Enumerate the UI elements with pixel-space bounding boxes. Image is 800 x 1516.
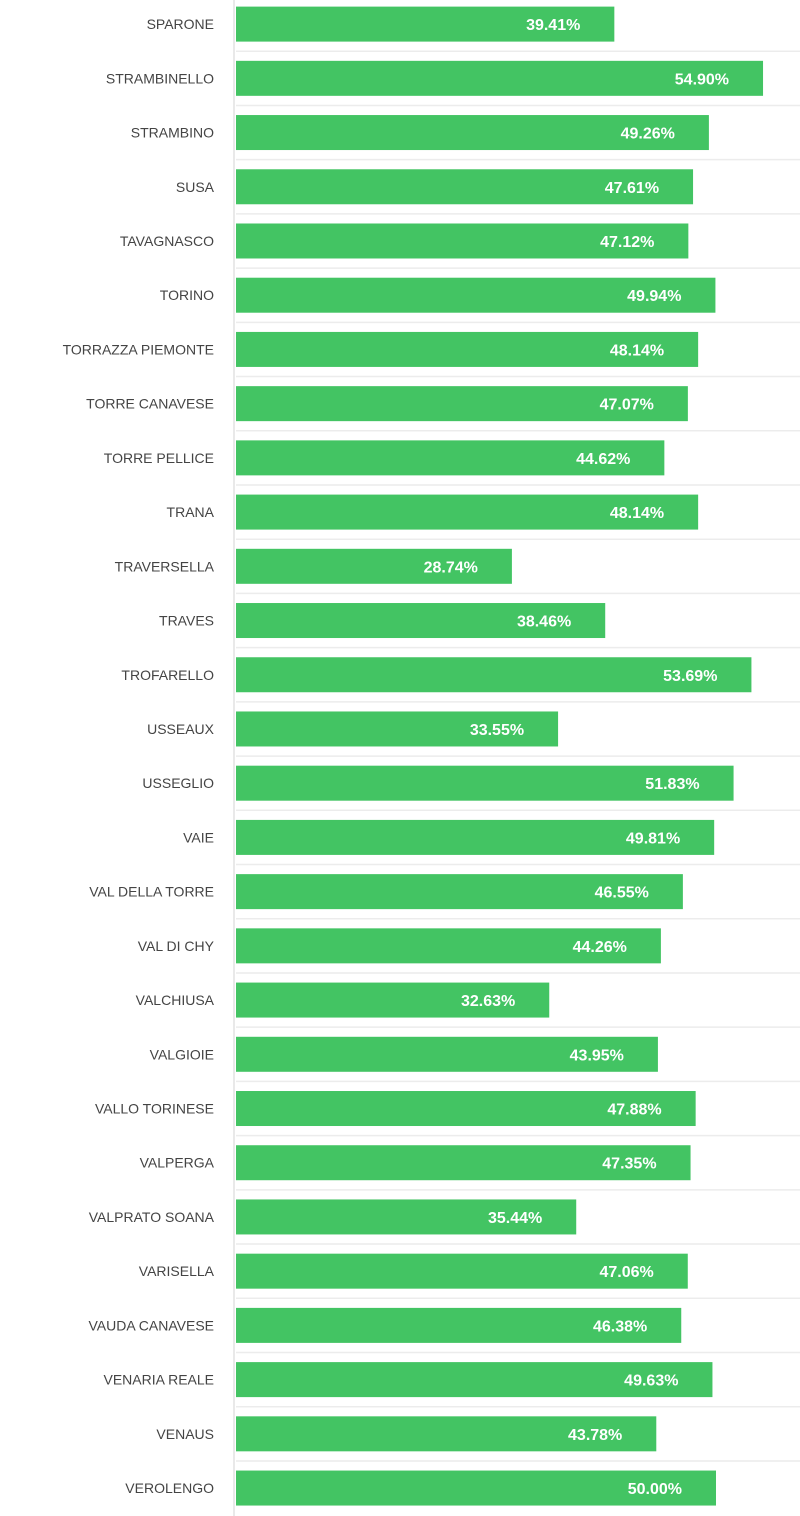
data-label: 50.00% — [628, 1481, 682, 1498]
data-label: 38.46% — [517, 614, 571, 631]
bar — [236, 657, 752, 693]
category-label: VENAUS — [156, 1426, 214, 1442]
data-label: 53.69% — [663, 668, 717, 685]
data-label: 49.81% — [626, 830, 680, 847]
category-label: SPARONE — [147, 16, 214, 32]
bar — [236, 1036, 658, 1072]
category-label: STRAMBINO — [131, 125, 214, 141]
data-label: 44.62% — [576, 451, 630, 468]
data-label: 49.26% — [621, 126, 675, 143]
bar — [236, 1416, 657, 1452]
data-label: 43.78% — [568, 1427, 622, 1444]
category-label: VAL DI CHY — [138, 938, 215, 954]
category-label: VAIE — [183, 829, 214, 845]
data-label: 51.83% — [645, 776, 699, 793]
bar — [236, 494, 699, 530]
bar — [236, 548, 512, 584]
bar — [236, 440, 665, 476]
bar — [236, 6, 615, 42]
data-label: 46.38% — [593, 1318, 647, 1335]
category-label: STRAMBINELLO — [106, 70, 214, 86]
bar — [236, 765, 734, 801]
category-label: VALPRATO SOANA — [89, 1209, 215, 1225]
bar — [236, 1199, 577, 1235]
category-label: VALGIOIE — [150, 1046, 214, 1062]
bar — [236, 982, 550, 1018]
data-label: 39.41% — [526, 17, 580, 34]
data-label: 46.55% — [595, 885, 649, 902]
bar — [236, 169, 694, 205]
bar — [236, 331, 699, 367]
category-label: SUSA — [176, 179, 215, 195]
data-label: 47.35% — [602, 1156, 656, 1173]
bar — [236, 1145, 691, 1181]
data-label: 47.12% — [600, 234, 654, 251]
data-label: 28.74% — [424, 559, 478, 576]
data-label: 49.63% — [624, 1373, 678, 1390]
category-label: VALLO TORINESE — [95, 1101, 214, 1117]
category-label: VENARIA REALE — [104, 1372, 215, 1388]
bar — [236, 386, 688, 422]
data-label: 47.07% — [600, 397, 654, 414]
category-label: VALPERGA — [140, 1155, 215, 1171]
category-label: VEROLENGO — [125, 1480, 214, 1496]
category-label: USSEAUX — [147, 721, 215, 737]
bar — [236, 1362, 713, 1398]
data-label: 47.61% — [605, 180, 659, 197]
data-label: 44.26% — [573, 939, 627, 956]
bar — [236, 60, 764, 96]
category-label: TRANA — [167, 504, 215, 520]
category-label: TRAVERSELLA — [115, 558, 215, 574]
category-label: TORRAZZA PIEMONTE — [63, 341, 214, 357]
bar — [236, 819, 715, 855]
bar — [236, 223, 689, 259]
category-label: USSEGLIO — [142, 775, 214, 791]
bar — [236, 115, 709, 151]
data-label: 54.90% — [675, 71, 729, 88]
data-label: 33.55% — [470, 722, 524, 739]
data-label: 35.44% — [488, 1210, 542, 1227]
data-label: 32.63% — [461, 993, 515, 1010]
category-label: TORRE PELLICE — [104, 450, 214, 466]
category-label: TORINO — [160, 287, 214, 303]
bar — [236, 1470, 716, 1506]
category-label: VAL DELLA TORRE — [89, 884, 214, 900]
data-label: 48.14% — [610, 505, 664, 522]
category-label: VALCHIUSA — [136, 992, 215, 1008]
bar — [236, 277, 716, 313]
category-label: TAVAGNASCO — [120, 233, 214, 249]
data-label: 48.14% — [610, 342, 664, 359]
category-label: TRAVES — [159, 613, 214, 629]
bar — [236, 711, 559, 747]
bar — [236, 603, 606, 639]
category-label: VARISELLA — [139, 1263, 215, 1279]
category-label: TORRE CANAVESE — [86, 396, 214, 412]
category-label: VAUDA CANAVESE — [88, 1317, 214, 1333]
bar — [236, 1307, 682, 1343]
bar — [236, 1253, 688, 1289]
data-label: 49.94% — [627, 288, 681, 305]
data-label: 47.88% — [607, 1102, 661, 1119]
data-label: 47.06% — [600, 1264, 654, 1281]
data-label: 43.95% — [570, 1047, 624, 1064]
bar — [236, 928, 661, 964]
bar — [236, 874, 683, 910]
category-label: TROFARELLO — [121, 667, 214, 683]
bar — [236, 1091, 696, 1127]
